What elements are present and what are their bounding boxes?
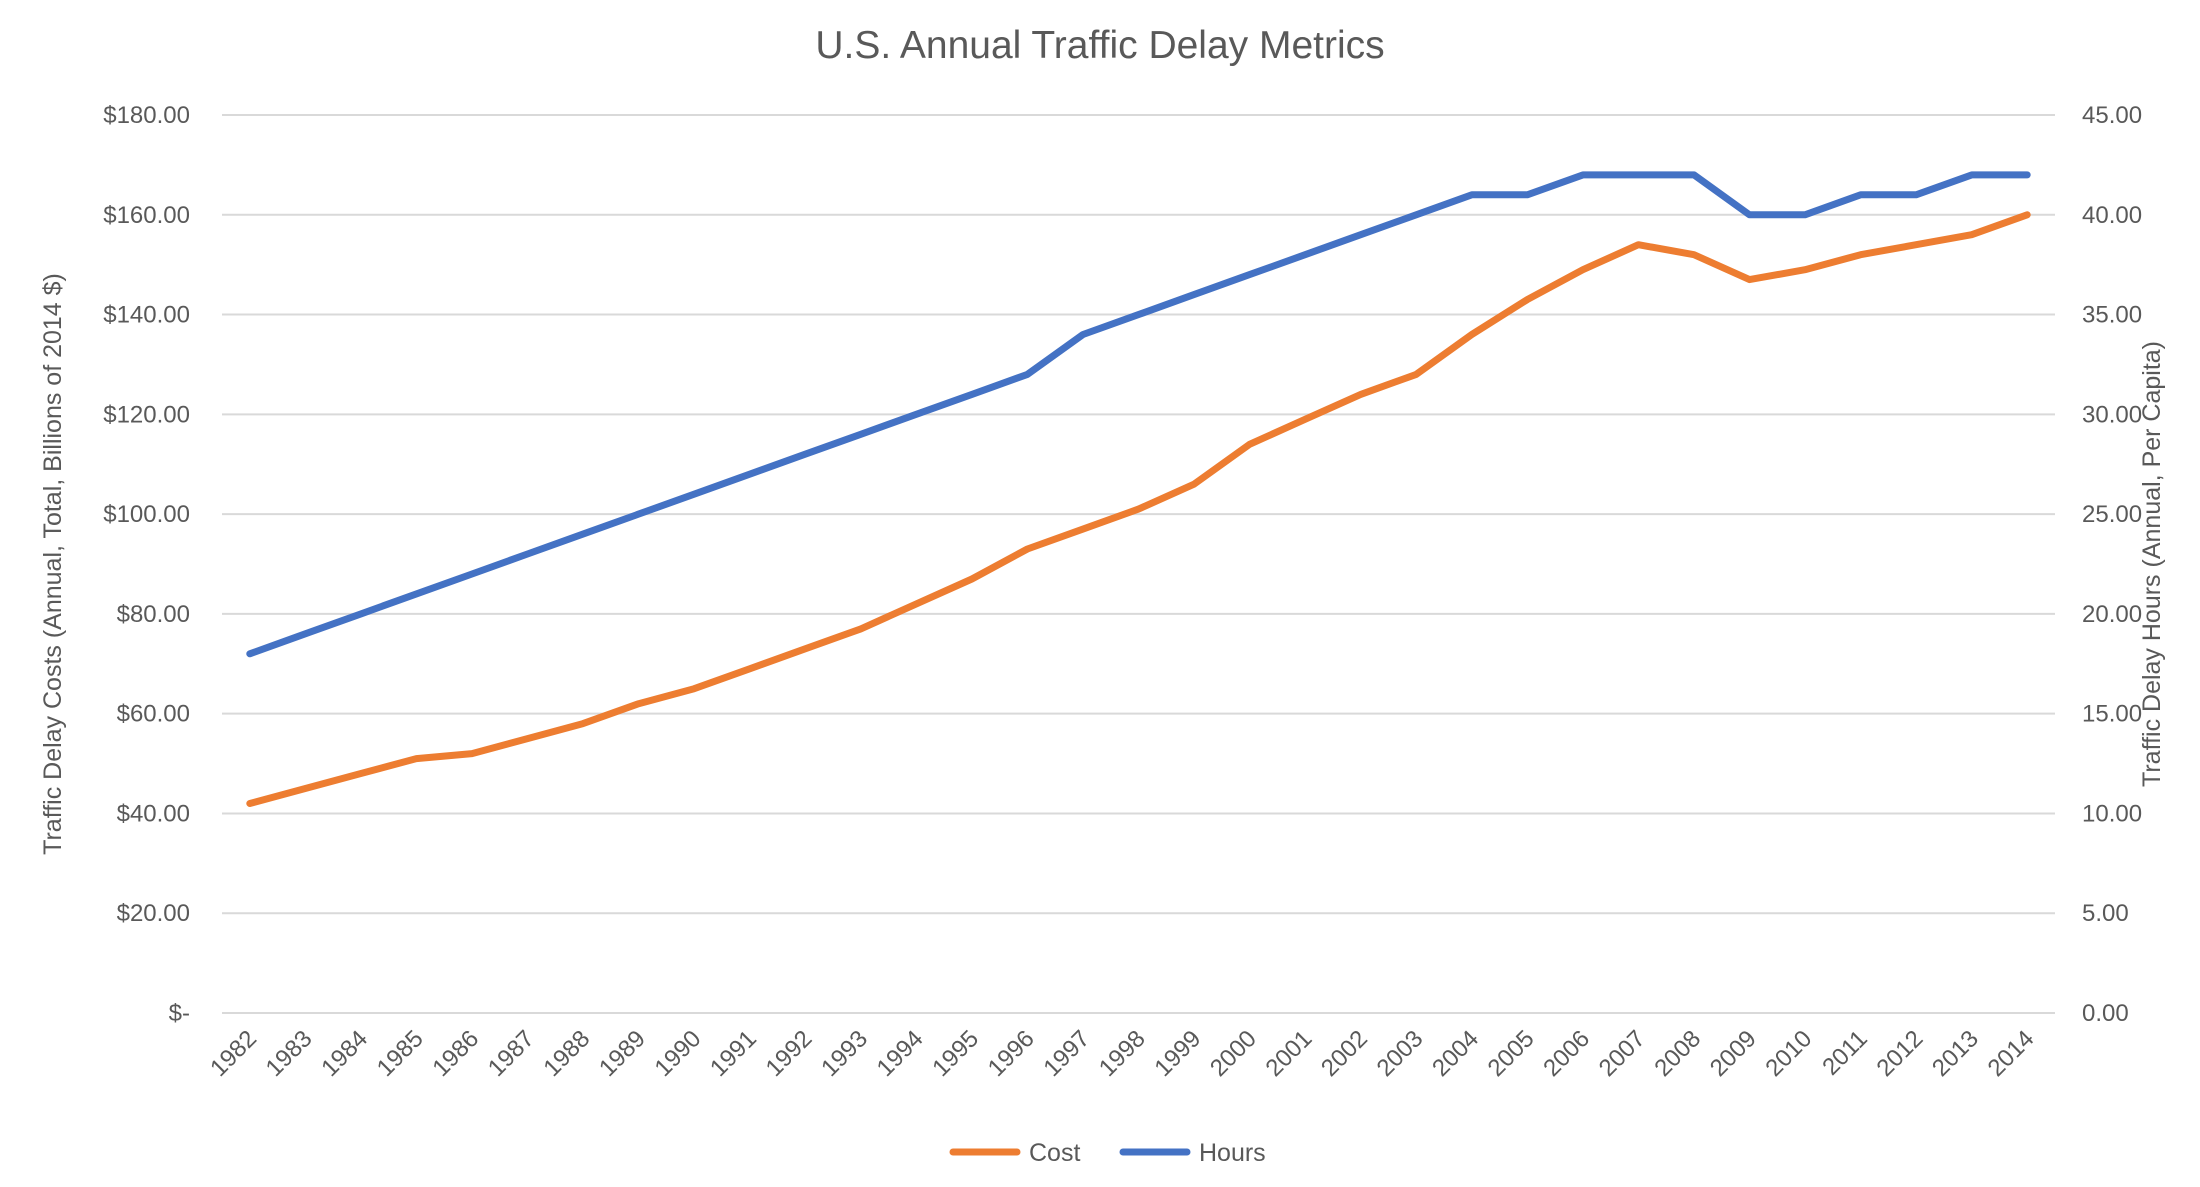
x-tick-label: 2002 xyxy=(1316,1025,1373,1082)
gridlines xyxy=(222,114,2055,1014)
x-tick-label: 2003 xyxy=(1372,1025,1429,1082)
y2-tick-label: 5.00 xyxy=(2082,900,2129,927)
chart-title: U.S. Annual Traffic Delay Metrics xyxy=(815,24,1384,67)
x-tick-label: 1996 xyxy=(983,1025,1040,1082)
y-tick-label: $140.00 xyxy=(103,302,190,329)
x-axis-ticks: 1982198319841985198619871988198919901991… xyxy=(205,1025,2039,1082)
y-axis-left-ticks: $- $20.00 $40.00 $60.00 $80.00 $100.00 $120.00… xyxy=(103,102,190,1027)
y2-tick-label: 20.00 xyxy=(2082,601,2142,628)
x-tick-label: 2000 xyxy=(1205,1025,1262,1082)
y-tick-label: $60.00 xyxy=(117,701,190,728)
y-axis-right-title: Traffic Delay Hours (Annual, Per Capita) xyxy=(2138,341,2166,787)
x-tick-label: 1987 xyxy=(483,1025,540,1082)
x-tick-label: 2006 xyxy=(1538,1025,1595,1082)
x-tick-label: 1991 xyxy=(705,1025,762,1082)
legend: Cost Hours xyxy=(949,1139,1266,1167)
y-axis-right-ticks: 0.00 5.00 10.00 15.00 20.00 25.00 30.00 35.00 40… xyxy=(2082,102,2142,1027)
x-tick-label: 2001 xyxy=(1261,1025,1318,1082)
x-tick-label: 1990 xyxy=(650,1025,707,1082)
y2-tick-label: 45.00 xyxy=(2082,102,2142,129)
x-tick-label: 2011 xyxy=(1817,1025,1873,1081)
y-tick-label: $180.00 xyxy=(103,102,190,129)
x-tick-label: 2014 xyxy=(1983,1025,2040,1082)
y2-tick-label: 25.00 xyxy=(2082,501,2142,528)
y-tick-label: $160.00 xyxy=(103,202,190,229)
x-tick-label: 1994 xyxy=(872,1025,929,1082)
y-axis-left-title: Traffic Delay Costs (Annual, Total, Bill… xyxy=(39,273,67,855)
y2-tick-label: 40.00 xyxy=(2082,202,2142,229)
y-tick-label: $80.00 xyxy=(117,601,190,628)
x-tick-label: 1992 xyxy=(761,1025,818,1082)
x-tick-label: 1984 xyxy=(316,1025,373,1082)
y-tick-label: $- xyxy=(169,1000,190,1027)
x-tick-label: 1985 xyxy=(372,1025,429,1082)
y-tick-label: $100.00 xyxy=(103,501,190,528)
x-tick-label: 1993 xyxy=(816,1025,873,1082)
y2-tick-label: 10.00 xyxy=(2082,800,2142,827)
x-tick-label: 2008 xyxy=(1649,1025,1706,1082)
legend-label-hours: Hours xyxy=(1199,1139,1266,1167)
y2-tick-label: 30.00 xyxy=(2082,401,2142,428)
x-tick-label: 2007 xyxy=(1594,1025,1651,1082)
x-tick-label: 2009 xyxy=(1705,1025,1762,1082)
x-tick-label: 2004 xyxy=(1427,1025,1484,1082)
y-tick-label: $40.00 xyxy=(117,800,190,827)
x-tick-label: 1997 xyxy=(1038,1025,1095,1082)
x-tick-label: 2013 xyxy=(1927,1025,1984,1082)
series xyxy=(246,171,2031,807)
legend-label-cost: Cost xyxy=(1029,1139,1080,1167)
x-tick-label: 1982 xyxy=(205,1025,262,1082)
x-tick-label: 1986 xyxy=(427,1025,484,1082)
x-tick-label: 1989 xyxy=(594,1025,651,1082)
series-line-cost xyxy=(246,211,2031,807)
x-tick-label: 1998 xyxy=(1094,1025,1151,1082)
x-tick-label: 2005 xyxy=(1483,1025,1540,1082)
series-line-hours xyxy=(246,171,2031,658)
x-tick-label: 1995 xyxy=(927,1025,984,1082)
x-tick-label: 2010 xyxy=(1760,1025,1817,1082)
x-tick-label: 1988 xyxy=(538,1025,595,1082)
y2-tick-label: 15.00 xyxy=(2082,701,2142,728)
y2-tick-label: 0.00 xyxy=(2082,1000,2129,1027)
x-tick-label: 1999 xyxy=(1149,1025,1206,1082)
x-tick-label: 2012 xyxy=(1872,1025,1929,1082)
x-tick-label: 1983 xyxy=(261,1025,318,1082)
y-tick-label: $20.00 xyxy=(117,900,190,927)
y2-tick-label: 35.00 xyxy=(2082,302,2142,329)
y-tick-label: $120.00 xyxy=(103,401,190,428)
